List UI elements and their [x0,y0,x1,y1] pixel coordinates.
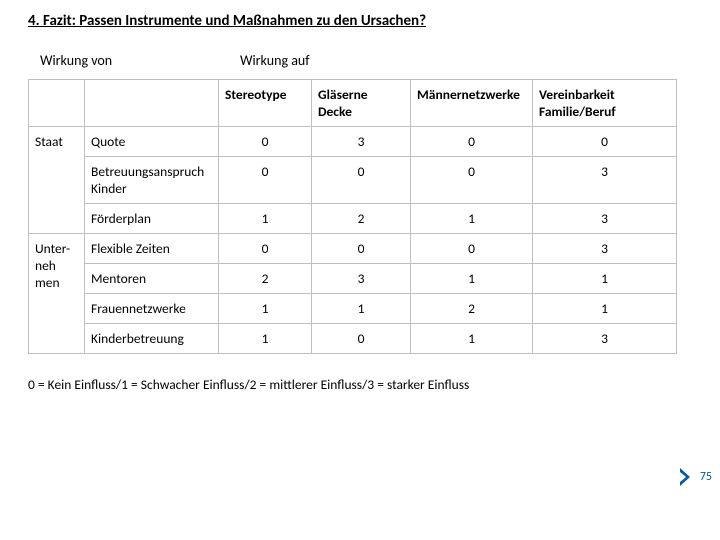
row-label: Kinderbe­treuung [85,324,219,354]
cell: 3 [533,204,677,234]
cell: 1 [219,324,312,354]
page-number: 75 [700,470,712,484]
header-blank-0 [29,80,85,127]
cell: 0 [219,234,312,264]
row-label: Flexible Zeiten [85,234,219,264]
row-label: Mentoren [85,264,219,294]
page-title: 4. Fazit: Passen Instrumente und Maßnahm… [28,12,692,30]
header-blank-1 [85,80,219,127]
row-label: Betreuungsan­spruch Kinder [85,157,219,204]
cell: 0 [312,234,411,264]
cell: 1 [411,324,533,354]
cell: 2 [312,204,411,234]
cell: 1 [411,264,533,294]
table-row: Kinderbe­treuung 1 0 1 3 [29,324,677,354]
cell: 0 [411,127,533,157]
axis-labels: Wirkung von Wirkung auf [28,52,668,69]
cell: 3 [533,234,677,264]
cell: 0 [533,127,677,157]
axis-from-label: Wirkung von [28,52,228,69]
page-footer: 75 [678,466,712,488]
impact-table: Stereo­type Gläserne Decke Männer­netzwe… [28,79,677,354]
table-row: Frauen­netzwerke 1 1 2 1 [29,294,677,324]
row-label: Frauen­netzwerke [85,294,219,324]
cell: 1 [533,264,677,294]
row-group-unternehmen: Un­ter-neh men [29,234,85,354]
cell: 1 [411,204,533,234]
cell: 1 [219,294,312,324]
cell: 1 [533,294,677,324]
col-glasdecke: Gläserne Decke [312,80,411,127]
table-row: Un­ter-neh men Flexible Zeiten 0 0 0 3 [29,234,677,264]
axis-on-label: Wirkung auf [228,52,310,69]
cell: 1 [312,294,411,324]
cell: 0 [219,127,312,157]
cell: 0 [411,157,533,204]
row-label: Förderplan [85,204,219,234]
table-row: Betreuungsan­spruch Kinder 0 0 0 3 [29,157,677,204]
cell: 3 [312,264,411,294]
cell: 3 [533,157,677,204]
table-legend: 0 = Kein Einfluss/1 = Schwacher Einfluss… [28,376,692,393]
col-vereinbarkeit: Vereinbarkeit Familie/Beruf [533,80,677,127]
col-maennernetz: Männer­netzwerke [411,80,533,127]
table-header-row: Stereo­type Gläserne Decke Männer­netzwe… [29,80,677,127]
cell: 3 [533,324,677,354]
table-row: Staat Quote 0 3 0 0 [29,127,677,157]
cell: 0 [312,157,411,204]
table-row: Mentoren 2 3 1 1 [29,264,677,294]
cell: 0 [411,234,533,264]
cell: 0 [312,324,411,354]
row-label: Quote [85,127,219,157]
chevron-right-icon [678,466,696,488]
cell: 2 [411,294,533,324]
cell: 0 [219,157,312,204]
cell: 3 [312,127,411,157]
cell: 1 [219,204,312,234]
cell: 2 [219,264,312,294]
table-row: Förderplan 1 2 1 3 [29,204,677,234]
col-stereotype: Stereo­type [219,80,312,127]
row-group-staat: Staat [29,127,85,234]
table-body: Staat Quote 0 3 0 0 Betreuungsan­spruch … [29,127,677,354]
